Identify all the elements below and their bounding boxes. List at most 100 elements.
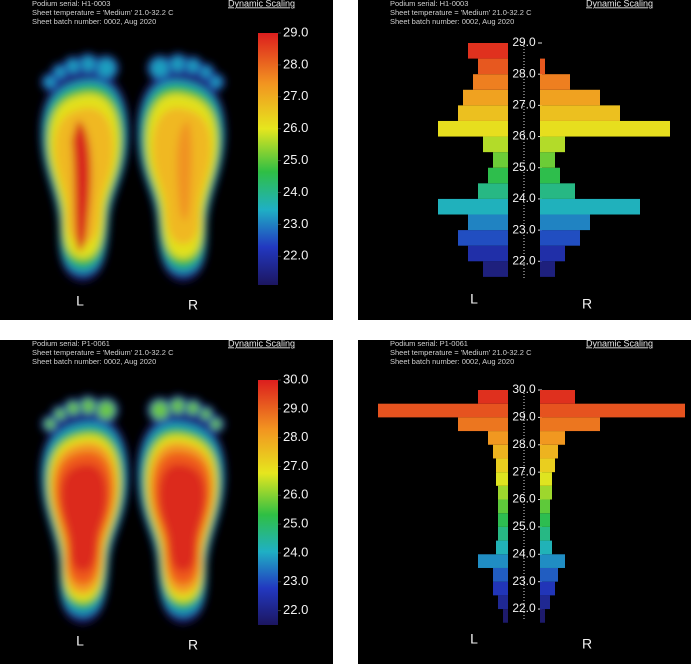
- histogram-bar-right: [540, 390, 575, 404]
- histogram-bar-left: [498, 513, 508, 527]
- foot-label-left: L: [76, 633, 84, 649]
- scale-label: 22.0: [283, 602, 308, 617]
- scale-label: 30.0: [283, 371, 308, 386]
- histogram-bar-left: [493, 581, 508, 596]
- scale-label: 28.0: [283, 56, 308, 71]
- foot-label-right: R: [188, 637, 198, 653]
- scale-label: 27.0: [283, 458, 308, 473]
- histogram-bar-left: [458, 230, 508, 246]
- scale-label: 24.0: [283, 184, 308, 199]
- histogram-bar-right: [540, 183, 575, 199]
- histogram-bar-right: [540, 214, 590, 231]
- histogram-bar-left: [488, 167, 508, 184]
- histogram-bar-left: [483, 136, 508, 153]
- histogram-bar-left: [478, 390, 508, 404]
- foot-image: [39, 53, 130, 282]
- y-tick-label: 24.0: [512, 546, 536, 560]
- header-sheet-temperature: Sheet temperature = 'Medium' 21.0-32.2 C: [32, 348, 174, 357]
- header-sheet-temperature: Sheet temperature = 'Medium' 21.0-32.2 C: [390, 348, 532, 357]
- histogram-bar-right: [540, 230, 580, 246]
- histogram-bar-left: [438, 120, 508, 137]
- scale-label: 26.0: [283, 487, 308, 502]
- histogram-bar-left: [488, 431, 508, 445]
- histogram-bar-left: [458, 417, 508, 432]
- scale-label: 23.0: [283, 573, 308, 588]
- dynamic-scaling: Dynamic Scaling: [586, 0, 653, 8]
- histogram-bar-right: [540, 595, 550, 610]
- histogram-bar-right: [540, 245, 565, 262]
- histogram-bar-right: [540, 609, 545, 623]
- histogram-bar-left: [498, 526, 508, 541]
- histogram-bar-right: [540, 431, 565, 445]
- histogram-bar-left: [478, 183, 508, 199]
- histogram-bar-right: [540, 261, 555, 277]
- foot-label-left: L: [76, 293, 84, 309]
- histogram-bar-left: [496, 472, 508, 486]
- histogram-bar-right: [540, 403, 685, 418]
- histogram-bar-left: [468, 214, 508, 231]
- scale-label: 22.0: [283, 248, 308, 263]
- histogram-bar-left: [463, 89, 508, 106]
- header-sheet-temperature: Sheet temperature = 'Medium' 21.0-32.2 C: [390, 8, 532, 17]
- y-tick-label: 24.0: [512, 191, 536, 205]
- histogram-bar-left: [498, 595, 508, 610]
- header-serial: Podium serial: P1-0061: [32, 339, 110, 348]
- histogram-bar-right: [540, 554, 565, 568]
- y-tick-label: 25.0: [512, 160, 536, 174]
- histogram-bar-right: [540, 417, 600, 432]
- histogram-bar-right: [540, 567, 558, 582]
- y-tick-label: 26.0: [512, 492, 536, 506]
- y-tick-label: 23.0: [512, 574, 536, 588]
- foot-image: [136, 395, 227, 624]
- scale-label: 29.0: [283, 24, 308, 39]
- side-label-right: R: [582, 296, 592, 312]
- histogram-bar-right: [540, 499, 550, 514]
- header-serial: Podium serial: H1-0003: [390, 0, 468, 8]
- scale-label: 29.0: [283, 400, 308, 415]
- histogram-bar-left: [498, 499, 508, 514]
- y-tick-label: 30.0: [512, 382, 536, 396]
- histogram-bar-right: [540, 136, 565, 153]
- histogram-bar-right: [540, 458, 555, 473]
- y-tick-label: 25.0: [512, 519, 536, 533]
- histogram-bar-left: [478, 58, 508, 75]
- y-tick-label: 29.0: [512, 410, 536, 424]
- foot-label-right: R: [188, 297, 198, 313]
- histogram-bar-left: [493, 152, 508, 168]
- dynamic-scaling: Dynamic Scaling: [228, 338, 295, 348]
- histogram-bar-right: [540, 105, 620, 121]
- histogram-bar-left: [473, 74, 508, 90]
- header-serial: Podium serial: H1-0003: [32, 0, 110, 8]
- histogram-bar-right: [540, 485, 552, 500]
- histogram-bar-right: [540, 58, 545, 75]
- histogram-bar-right: [540, 540, 552, 555]
- scale-label: 26.0: [283, 120, 308, 135]
- histogram-bar-left: [468, 245, 508, 262]
- scale-label: 24.0: [283, 544, 308, 559]
- header-batch: Sheet batch number: 0002, Aug 2020: [32, 17, 156, 26]
- histogram-bar-left: [438, 198, 508, 215]
- scale-label: 25.0: [283, 516, 308, 531]
- histogram-bar-left: [493, 444, 508, 459]
- scale-label: 23.0: [283, 216, 308, 231]
- histogram-bar-left: [483, 261, 508, 277]
- histogram-bar-left: [378, 403, 508, 418]
- header-sheet-temperature: Sheet temperature = 'Medium' 21.0-32.2 C: [32, 8, 174, 17]
- histogram-bar-left: [498, 485, 508, 500]
- y-tick-label: 23.0: [512, 222, 536, 236]
- y-tick-label: 27.0: [512, 464, 536, 478]
- histogram-bar-left: [496, 540, 508, 555]
- histogram-bar-right: [540, 167, 560, 184]
- y-tick-label: 28.0: [512, 437, 536, 451]
- histogram-bar-right: [540, 89, 600, 106]
- y-tick-label: 29.0: [512, 35, 536, 49]
- foot-image: [39, 395, 130, 624]
- histogram-bar-left: [468, 43, 508, 59]
- header-serial: Podium serial: P1-0061: [390, 339, 468, 348]
- scale-label: 27.0: [283, 88, 308, 103]
- dynamic-scaling: Dynamic Scaling: [586, 338, 653, 348]
- histogram-bar-right: [540, 513, 550, 527]
- header-batch: Sheet batch number: 0002, Aug 2020: [390, 357, 514, 366]
